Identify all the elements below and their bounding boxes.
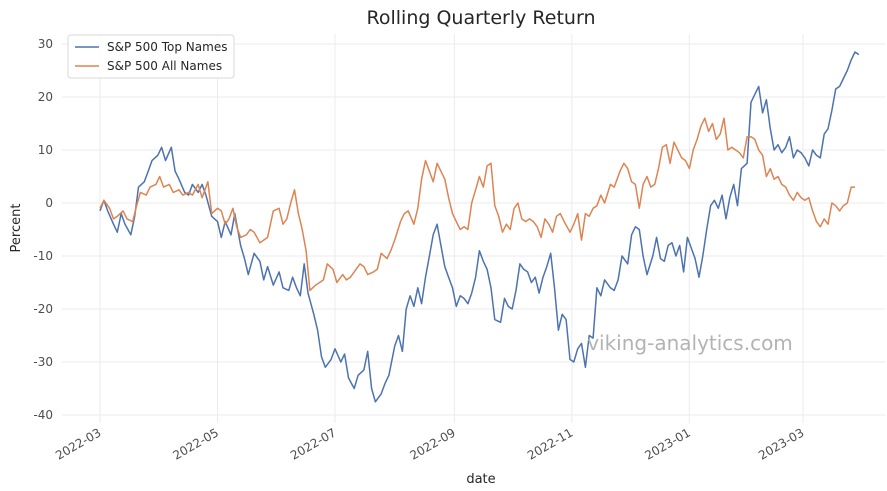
grid-lines: [62, 34, 885, 423]
x-tick-label: 2022-11: [525, 425, 575, 462]
x-axis-ticks: 2022-03 2022-05 2022-07 2022-09 2022-11 2023-…: [53, 425, 806, 462]
legend-label: S&P 500 Top Names: [107, 40, 227, 54]
x-tick-label: 2022-03: [53, 425, 103, 462]
series-lines: [99, 51, 860, 403]
series-line-all-names: [99, 117, 855, 292]
y-tick-label: 30: [38, 37, 53, 51]
watermark-text: viking-analytics.com: [587, 331, 793, 355]
x-tick-label: 2023-03: [756, 425, 806, 462]
x-tick-label: 2022-05: [171, 425, 221, 462]
x-tick-label: 2022-07: [288, 425, 338, 462]
y-tick-label: -10: [33, 249, 53, 263]
y-axis-title: Percent: [9, 204, 24, 253]
y-tick-label: -20: [33, 302, 53, 316]
y-axis-ticks: 30 20 10 0 -10 -20 -30 -40: [33, 37, 53, 422]
x-tick-label: 2023-01: [642, 425, 692, 462]
y-tick-label: 0: [45, 196, 53, 210]
y-tick-label: -40: [33, 408, 53, 422]
y-tick-label: 20: [38, 90, 53, 104]
x-axis-title: date: [466, 472, 495, 487]
legend-box: [67, 34, 235, 79]
legend: S&P 500 Top Names S&P 500 All Names: [67, 34, 235, 79]
y-tick-label: -30: [33, 355, 53, 369]
y-tick-label: 10: [38, 143, 53, 157]
legend-label: S&P 500 All Names: [107, 59, 222, 73]
chart-title: Rolling Quarterly Return: [367, 7, 596, 29]
x-tick-label: 2022-09: [407, 425, 457, 462]
